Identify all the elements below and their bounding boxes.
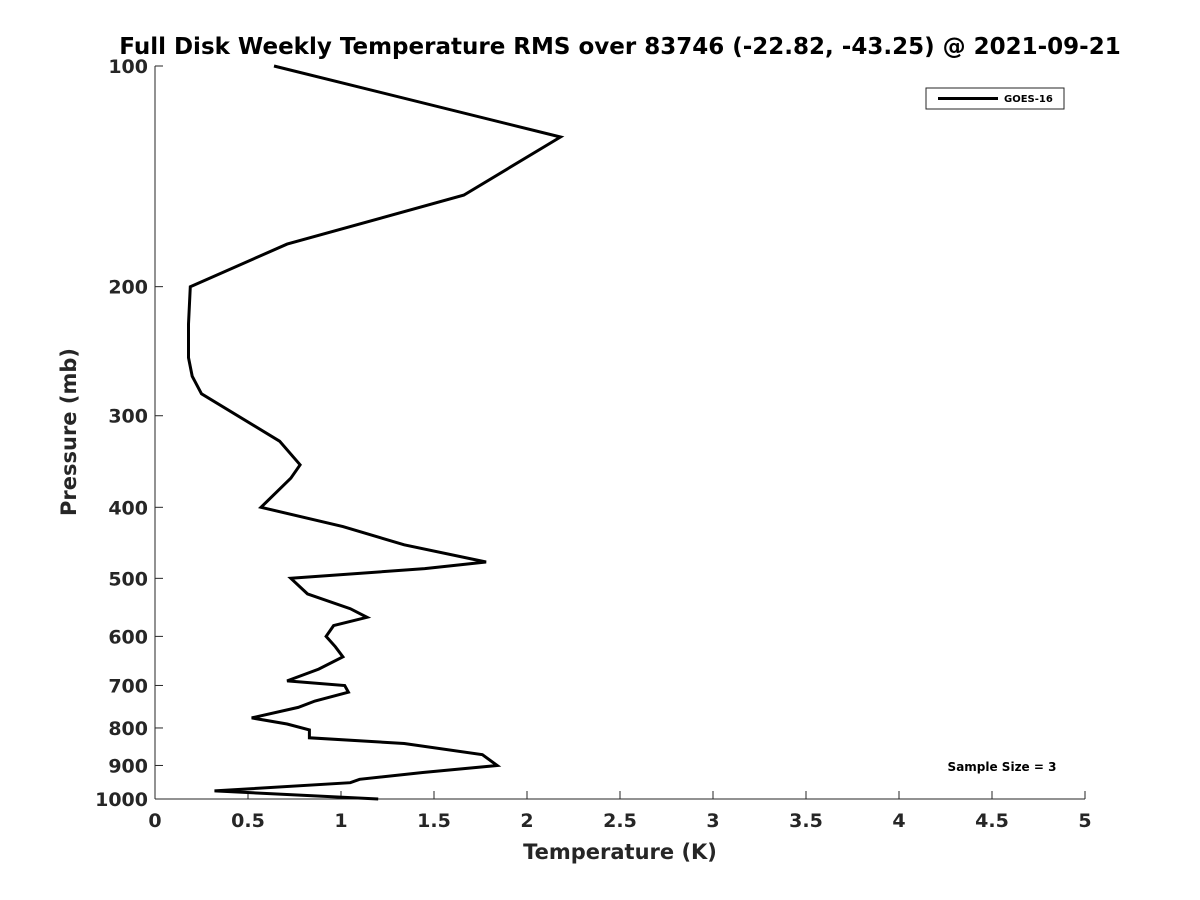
x-tick-label: 1 [334,810,347,832]
x-tick-label: 0.5 [231,810,265,832]
legend: GOES-16 [925,87,1065,110]
x-tick-label: 2 [520,810,533,832]
x-tick-label: 2.5 [603,810,637,832]
y-tick-label: 600 [108,626,148,648]
x-axis-title: Temperature (K) [523,840,717,864]
x-axis-ticks: 0 0.5 1 1.5 2 2.5 3 3.5 4 4.5 5 [148,791,1092,832]
y-axis-title: Pressure (mb) [57,348,81,516]
legend-label: GOES-16 [1004,94,1053,105]
x-tick-label: 1.5 [417,810,451,832]
plot-area [155,66,1085,799]
y-tick-label: 300 [108,406,148,428]
y-tick-label: 500 [108,568,148,590]
y-tick-label: 100 [108,56,148,78]
x-tick-label: 3.5 [789,810,823,832]
y-tick-label: 1000 [95,789,148,811]
x-tick-label: 4 [892,810,905,832]
sample-size-annotation: Sample Size = 3 [948,760,1057,774]
x-tick-label: 3 [706,810,719,832]
y-tick-label: 400 [108,497,148,519]
x-tick-label: 4.5 [975,810,1009,832]
x-tick-label: 5 [1078,810,1091,832]
series-layer [187,64,565,801]
y-axis-ticks: 100 200 300 400 500 600 700 800 900 1000 [95,56,163,811]
x-tick-label: 0 [148,810,161,832]
chart-title: Full Disk Weekly Temperature RMS over 83… [119,34,1121,60]
series-line-1 [187,64,565,801]
y-tick-label: 800 [108,718,148,740]
y-tick-label: 700 [108,675,148,697]
y-tick-label: 200 [108,277,148,299]
y-tick-label: 900 [108,755,148,777]
